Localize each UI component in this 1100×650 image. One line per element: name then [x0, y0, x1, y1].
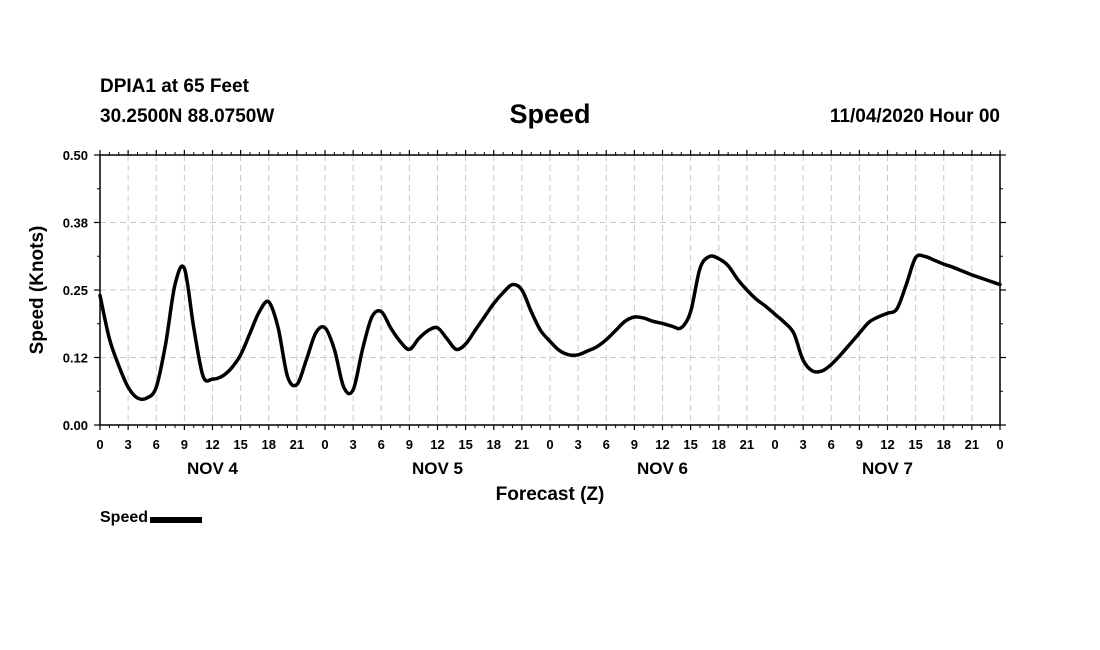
station-name: DPIA1 at 65 Feet [100, 76, 249, 97]
x-tick-label: 3 [575, 437, 582, 452]
x-tick-label: 21 [290, 437, 304, 452]
day-label: NOV 4 [187, 459, 239, 478]
x-tick-label: 0 [771, 437, 778, 452]
grid-lines [100, 155, 1000, 425]
x-tick-label: 12 [430, 437, 444, 452]
x-tick-label: 6 [153, 437, 160, 452]
x-axis-title: Forecast (Z) [496, 484, 605, 505]
x-tick-label: 6 [828, 437, 835, 452]
x-tick-label: 15 [458, 437, 472, 452]
x-tick-label: 18 [937, 437, 951, 452]
legend-label: Speed [100, 509, 149, 526]
legend-swatch-speed [150, 517, 203, 523]
x-tick-label: 3 [350, 437, 357, 452]
x-tick-label: 18 [712, 437, 726, 452]
x-tick-label: 12 [880, 437, 894, 452]
x-tick-label: 0 [96, 437, 103, 452]
x-tick-label: 15 [683, 437, 697, 452]
x-tick-label: 9 [631, 437, 638, 452]
x-tick-label: 15 [908, 437, 922, 452]
x-tick-label: 0 [996, 437, 1003, 452]
forecast-run-time: 11/04/2020 Hour 00 [829, 106, 1000, 127]
day-label: NOV 7 [862, 459, 913, 478]
x-tick-label: 15 [233, 437, 247, 452]
x-tick-label: 6 [378, 437, 385, 452]
day-label: NOV 5 [412, 459, 463, 478]
x-tick-label: 12 [205, 437, 219, 452]
x-tick-label: 0 [321, 437, 328, 452]
x-tick-label: 9 [856, 437, 863, 452]
x-tick-label: 21 [515, 437, 529, 452]
y-axis-title: Speed (Knots) [27, 226, 48, 355]
x-tick-label: 0 [546, 437, 553, 452]
x-tick-label: 3 [125, 437, 132, 452]
y-tick-label: 0.50 [63, 148, 88, 163]
y-tick-label: 0.00 [63, 418, 88, 433]
x-tick-label: 9 [406, 437, 413, 452]
x-tick-label: 12 [655, 437, 669, 452]
x-tick-label: 6 [603, 437, 610, 452]
y-tick-label: 0.25 [63, 283, 88, 298]
legend: Speed [100, 509, 203, 527]
chart-title: Speed [509, 99, 591, 129]
axis-labels: 0.00 0.12 0.25 0.38 0.50 0 3 6 9 12 15 18 21 0 3 6 9 12 15… [63, 148, 1004, 478]
series-line-speed [98, 253, 1002, 402]
x-tick-label: 18 [262, 437, 276, 452]
x-tick-label: 21 [965, 437, 979, 452]
x-tick-label: 9 [181, 437, 188, 452]
station-coordinates: 30.2500N 88.0750W [100, 106, 275, 127]
day-label: NOV 6 [637, 459, 688, 478]
y-tick-label: 0.38 [63, 216, 88, 231]
y-tick-label: 0.12 [63, 351, 88, 366]
series-layer [98, 253, 1002, 402]
plot-frame [99, 154, 1001, 426]
x-tick-label: 18 [487, 437, 501, 452]
x-tick-label: 21 [740, 437, 754, 452]
x-tick-label: 3 [800, 437, 807, 452]
